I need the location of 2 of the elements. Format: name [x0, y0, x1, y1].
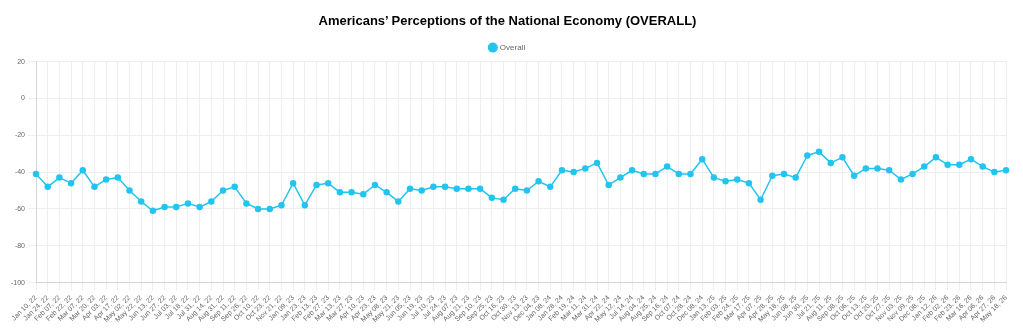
- chart-title: Americans’ Perceptions of the National Economy (OVERALL): [318, 13, 697, 29]
- legend-label: Overall: [499, 42, 526, 52]
